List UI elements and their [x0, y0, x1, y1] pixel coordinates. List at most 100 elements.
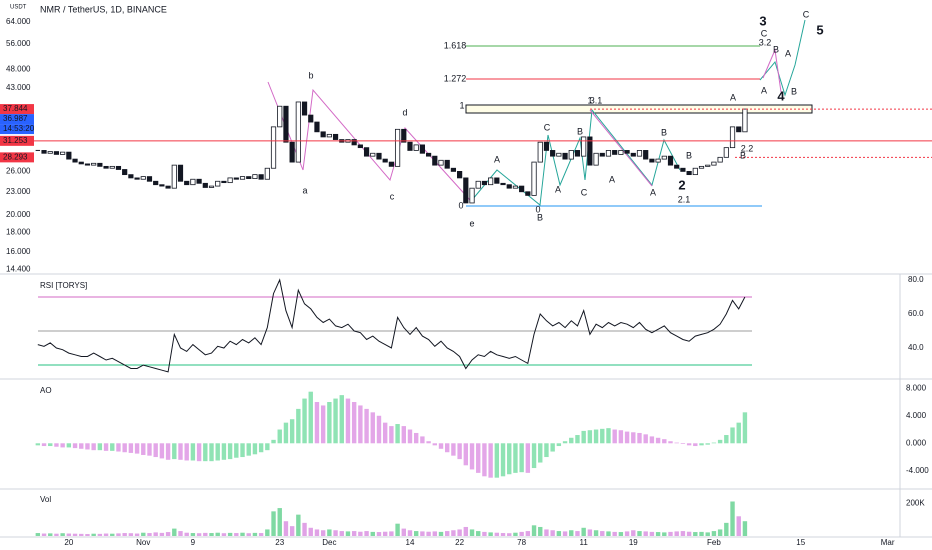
candle [543, 141, 550, 151]
candle [233, 177, 239, 180]
candle [388, 161, 394, 167]
bar [314, 529, 320, 536]
candle [481, 180, 488, 186]
candle [301, 101, 308, 116]
candle [717, 156, 723, 163]
bar [562, 441, 568, 444]
bar [488, 532, 493, 536]
bar [376, 415, 382, 444]
bar [85, 443, 90, 450]
bar [327, 529, 332, 536]
candle [165, 185, 171, 189]
pane-title: RSI [TORYS] [40, 281, 87, 290]
candle [500, 182, 506, 186]
candle [128, 174, 134, 179]
bar [147, 533, 152, 536]
candle [636, 150, 643, 157]
bar [190, 533, 196, 536]
y-tick-label: 60.0 [908, 309, 924, 318]
bar [531, 443, 537, 469]
bar [97, 533, 103, 536]
candle [599, 152, 605, 157]
bar [91, 443, 96, 451]
bar [128, 533, 134, 536]
y-tick-label: 40.0 [908, 343, 924, 352]
bar [41, 443, 47, 447]
y-tick-label: 64.000 [6, 17, 31, 26]
bar [525, 443, 531, 473]
wave-label: 0 [458, 200, 463, 210]
candle [60, 151, 66, 155]
price-tag [0, 135, 34, 146]
bar [178, 443, 183, 460]
bar [333, 398, 338, 444]
candle [221, 180, 227, 184]
candle [159, 184, 165, 187]
candle [72, 158, 78, 163]
y-tick-label: 80.0 [908, 275, 924, 284]
bar [283, 422, 289, 444]
bar [699, 443, 704, 446]
bar [389, 531, 394, 536]
x-tick-label: Mar [881, 538, 895, 547]
price-unit: USDT [10, 5, 27, 11]
bar [407, 429, 413, 444]
bar [339, 531, 344, 536]
bar [221, 533, 227, 536]
candle [320, 131, 326, 138]
candle [326, 133, 332, 138]
bar [240, 443, 245, 458]
bar [134, 443, 140, 454]
bar [469, 529, 475, 536]
candle [239, 176, 246, 180]
wave-label: C [581, 187, 588, 197]
candle [705, 164, 711, 167]
y-tick-label: 4.000 [906, 411, 927, 420]
wave-label: C [803, 9, 810, 19]
candle [698, 165, 705, 169]
wave-label: 4 [777, 88, 785, 103]
candle [711, 161, 717, 166]
candle [332, 133, 339, 140]
candle [394, 128, 401, 167]
wave-label: B [537, 212, 543, 222]
bar [413, 432, 419, 444]
bar [724, 522, 729, 536]
bar [48, 533, 53, 536]
wave-label: 0 [535, 204, 540, 214]
bar [469, 443, 475, 470]
candle [550, 150, 556, 157]
wave-label: A [555, 184, 561, 194]
candle [612, 150, 618, 155]
bar [339, 395, 344, 444]
bar [507, 443, 512, 475]
x-tick-label: Dec [322, 538, 336, 547]
bar [209, 443, 214, 462]
bar [655, 532, 661, 536]
bar [159, 443, 165, 459]
bar [116, 533, 121, 536]
candle [66, 151, 72, 160]
bar [736, 422, 741, 444]
candle [140, 176, 146, 180]
candle [419, 144, 425, 154]
bar [165, 443, 171, 460]
bar [637, 432, 642, 444]
bar [159, 532, 165, 536]
wave-label: 3.2 [759, 37, 772, 47]
bar [147, 443, 152, 456]
bar [72, 443, 78, 449]
x-tick-label: 14 [406, 538, 415, 547]
candle [407, 141, 413, 151]
bar [116, 443, 121, 452]
candle [277, 105, 283, 128]
candle [444, 159, 450, 169]
bar [736, 516, 741, 536]
candle [475, 180, 481, 189]
wave-label: e [469, 218, 474, 228]
bar [705, 443, 710, 445]
bar [351, 531, 357, 536]
bar [128, 443, 134, 453]
candle [91, 162, 97, 166]
